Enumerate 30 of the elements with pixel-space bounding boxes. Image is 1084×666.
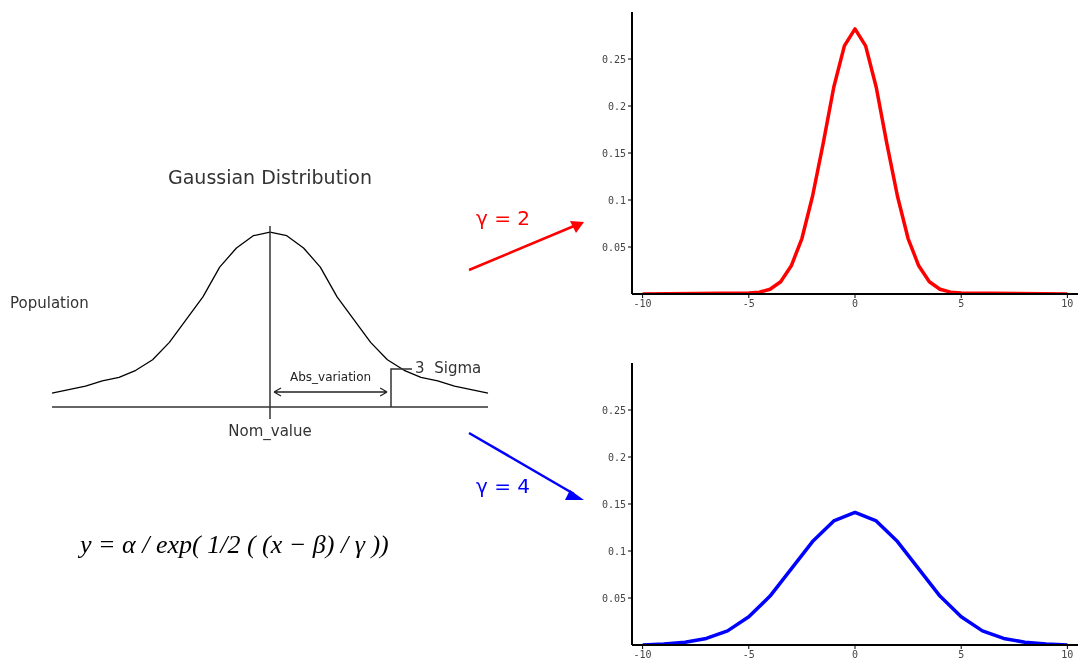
y-axis-title: Population xyxy=(10,294,89,312)
chart-title: Gaussian Distribution xyxy=(166,166,374,188)
legend-label: γ = 4 xyxy=(476,474,531,498)
y-tick-label: 0.1 xyxy=(607,194,626,206)
x-tick-label: 10 xyxy=(1061,298,1074,310)
y-tick-label: 0.25 xyxy=(601,53,626,65)
x-tick-label: 10 xyxy=(1061,649,1074,661)
annotation: Abs_variation xyxy=(289,370,373,384)
legend-label: γ = 2 xyxy=(476,206,531,230)
x-tick-label: -10 xyxy=(633,298,652,310)
x-axis-title: Nom_value xyxy=(227,422,313,440)
x-tick-label: -10 xyxy=(633,649,652,661)
x-tick-label: -5 xyxy=(742,298,755,310)
annotation: 3 Sigma xyxy=(415,359,482,377)
x-tick-label: 0 xyxy=(851,298,859,310)
line-series xyxy=(640,510,1070,645)
y-tick-label: 0.15 xyxy=(601,147,626,159)
y-tick-label: 0.05 xyxy=(601,592,626,604)
y-tick-label: 0.25 xyxy=(601,404,626,416)
x-tick-label: 5 xyxy=(958,649,965,661)
y-tick-label: 0.15 xyxy=(601,498,626,510)
y-tick-label: 0.1 xyxy=(607,545,626,557)
x-tick-label: -5 xyxy=(742,649,755,661)
y-tick-label: 0.05 xyxy=(601,241,626,253)
y-tick-label: 0.2 xyxy=(607,451,626,463)
x-tick-label: 0 xyxy=(851,649,859,661)
text: y = α / exp( 1/2 ( (x − β) / γ )) xyxy=(80,530,389,560)
x-tick-label: 5 xyxy=(958,298,965,310)
line-series xyxy=(640,27,1070,294)
y-tick-label: 0.2 xyxy=(607,100,626,112)
